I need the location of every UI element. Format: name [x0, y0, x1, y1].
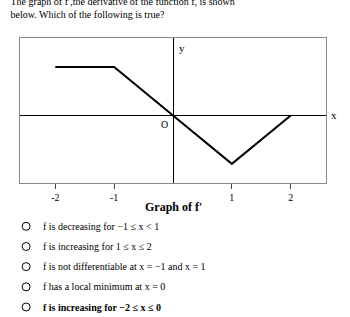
svg-text:y: y: [179, 42, 185, 54]
svg-text:O: O: [161, 119, 168, 130]
svg-text:Graph of f′: Graph of f′: [145, 200, 202, 214]
svg-text:1: 1: [229, 192, 234, 203]
svg-text:-2: -2: [51, 192, 59, 203]
svg-text:f is increasing for −2 ≤ x ≤ 0: f is increasing for −2 ≤ x ≤ 0: [43, 302, 161, 313]
svg-text:f is not differentiable at x =: f is not differentiable at x = −1 and x …: [43, 261, 206, 272]
svg-text:f is decreasing for −1 ≤ x < 1: f is decreasing for −1 ≤ x < 1: [43, 221, 159, 232]
svg-text:f is increasing for 1 ≤ x ≤ 2: f is increasing for 1 ≤ x ≤ 2: [43, 241, 152, 252]
svg-text:2: 2: [288, 192, 293, 203]
svg-text:The graph of f′,the derivative: The graph of f′,the derivative of the fu…: [11, 0, 235, 20]
svg-text:f has a local minimum at x = 0: f has a local minimum at x = 0: [43, 281, 165, 292]
svg-text:x: x: [331, 109, 337, 121]
svg-text:-1: -1: [110, 192, 118, 203]
